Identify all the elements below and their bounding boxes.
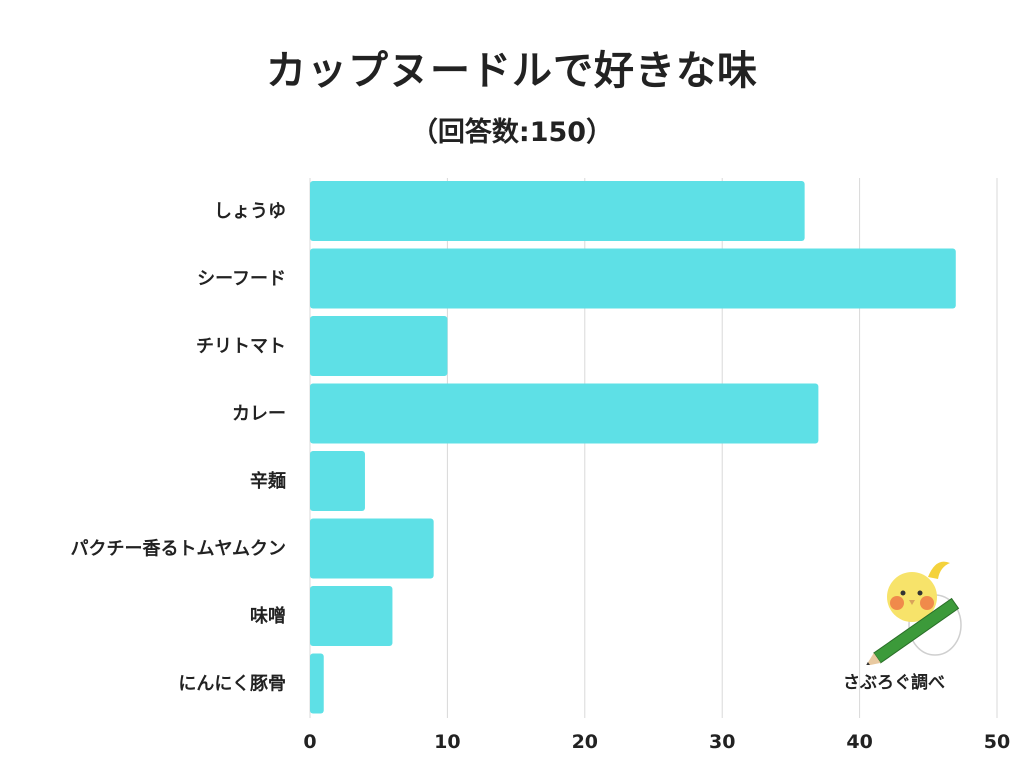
x-tick-label: 20	[572, 731, 598, 753]
mascot-logo	[840, 555, 990, 695]
bar	[310, 653, 324, 714]
bar	[310, 451, 365, 511]
chart-subtitle: （回答数:150）	[410, 117, 614, 148]
bar	[310, 518, 434, 579]
cockatiel-with-pencil-icon	[865, 561, 962, 666]
bar-layer	[310, 181, 956, 714]
bar	[310, 316, 448, 376]
category-label: 味噌	[250, 605, 286, 627]
bar	[310, 248, 956, 309]
x-tick-label: 30	[709, 731, 735, 753]
tick-label-layer: 0 10 20 30 40 50	[303, 731, 1010, 753]
x-tick-label: 40	[846, 731, 872, 753]
category-label: パクチー香るトムヤムクン	[71, 539, 286, 560]
bar	[310, 383, 819, 444]
category-label: カレー	[232, 404, 286, 425]
x-tick-label: 10	[434, 731, 460, 753]
category-label: にんにく豚骨	[178, 674, 286, 695]
source-label: さぶろぐ調べ	[843, 673, 945, 693]
category-label: シーフード	[197, 269, 286, 290]
category-label: 辛麺	[250, 470, 286, 492]
bar	[310, 586, 393, 646]
category-label: しょうゆ	[214, 201, 286, 222]
x-tick-label: 0	[303, 731, 316, 753]
x-tick-label: 50	[984, 731, 1010, 753]
chart-title: カップヌードルで好きな味	[266, 48, 758, 94]
category-label: チリトマト	[196, 336, 286, 357]
bar	[310, 181, 805, 241]
